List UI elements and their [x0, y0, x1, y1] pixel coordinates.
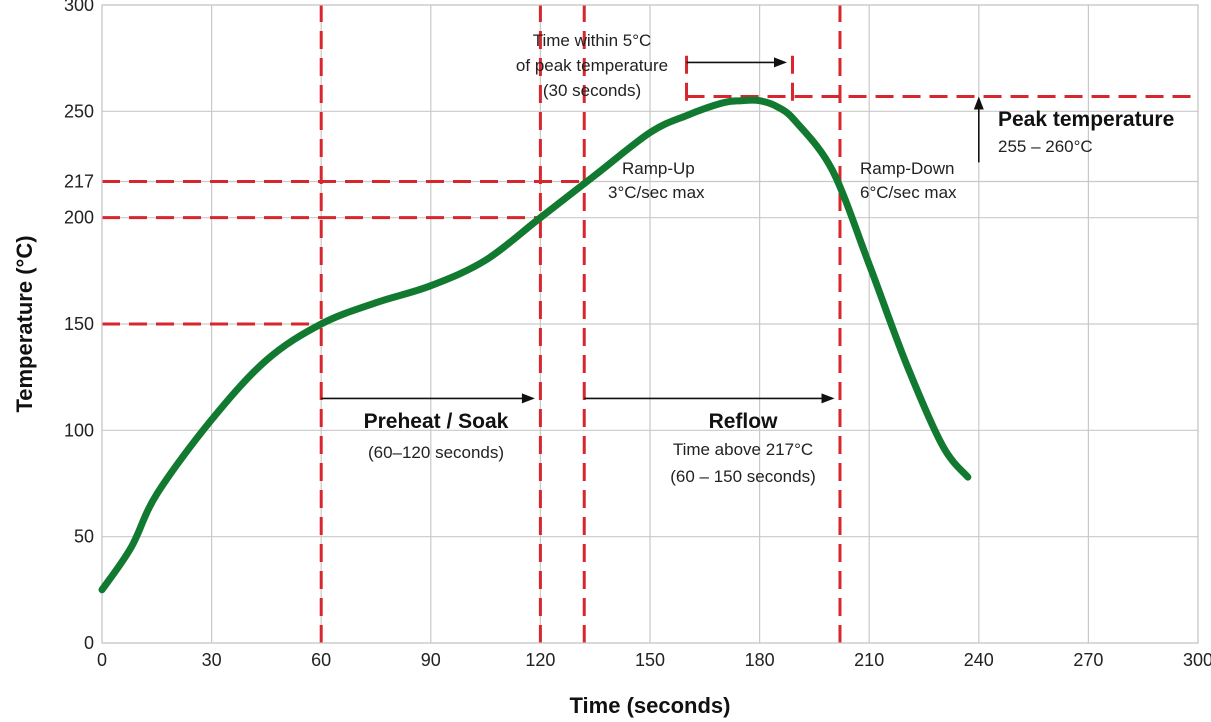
x-tick-label: 60	[311, 650, 331, 670]
arrow-head	[821, 393, 835, 404]
x-tick-label: 150	[635, 650, 665, 670]
x-tick-label: 270	[1073, 650, 1103, 670]
y-tick-label: 200	[64, 208, 94, 228]
peak-window-line-2: of peak temperature	[516, 56, 668, 75]
peak-temperature-title: Peak temperature	[998, 108, 1174, 131]
ramp-up-rate: 3°C/sec max	[608, 183, 705, 202]
reflow-range: (60 – 150 seconds)	[670, 467, 816, 486]
reflow-title: Reflow	[709, 410, 779, 433]
y-tick-label: 150	[64, 314, 94, 334]
reference-lines	[102, 5, 1198, 643]
peak-temperature-range: 255 – 260°C	[998, 137, 1093, 156]
x-tick-label: 120	[525, 650, 555, 670]
x-tick-label: 30	[202, 650, 222, 670]
temperature-series-line	[98, 96, 972, 594]
arrows	[321, 57, 984, 404]
reflow-description: Time above 217°C	[673, 440, 813, 459]
y-axis-title: Temperature (°C)	[12, 235, 37, 412]
x-tick-label: 0	[97, 650, 107, 670]
arrow-head	[774, 57, 787, 68]
peak-window-line-1: Time within 5°C	[533, 31, 652, 50]
x-tick-label: 210	[854, 650, 884, 670]
arrow-head	[973, 96, 984, 110]
x-axis-title: Time (seconds)	[570, 693, 731, 718]
plot-frame	[101, 4, 1199, 644]
x-tick-label: 240	[964, 650, 994, 670]
arrow-head	[521, 393, 535, 404]
temperature-curve	[98, 96, 972, 594]
y-tick-label: 50	[74, 527, 94, 547]
x-tick-label: 180	[745, 650, 775, 670]
peak-window-line-3: (30 seconds)	[543, 81, 641, 100]
ramp-down-label: Ramp-Down	[860, 159, 954, 178]
preheat-soak-title: Preheat / Soak	[364, 410, 509, 433]
y-tick-label: 0	[84, 633, 94, 653]
x-tick-label: 300	[1183, 650, 1211, 670]
x-tick-label: 90	[421, 650, 441, 670]
tick-labels: 0 30 60 90 120 150 180 210 240 270 300 0 50 100 150 200…	[64, 0, 1211, 670]
ramp-down-rate: 6°C/sec max	[860, 183, 957, 202]
ramp-up-label: Ramp-Up	[622, 159, 695, 178]
y-tick-label: 250	[64, 101, 94, 121]
y-tick-label: 300	[64, 0, 94, 15]
y-tick-label: 217	[64, 172, 94, 192]
preheat-soak-range: (60–120 seconds)	[368, 443, 504, 462]
y-tick-label: 100	[64, 420, 94, 440]
